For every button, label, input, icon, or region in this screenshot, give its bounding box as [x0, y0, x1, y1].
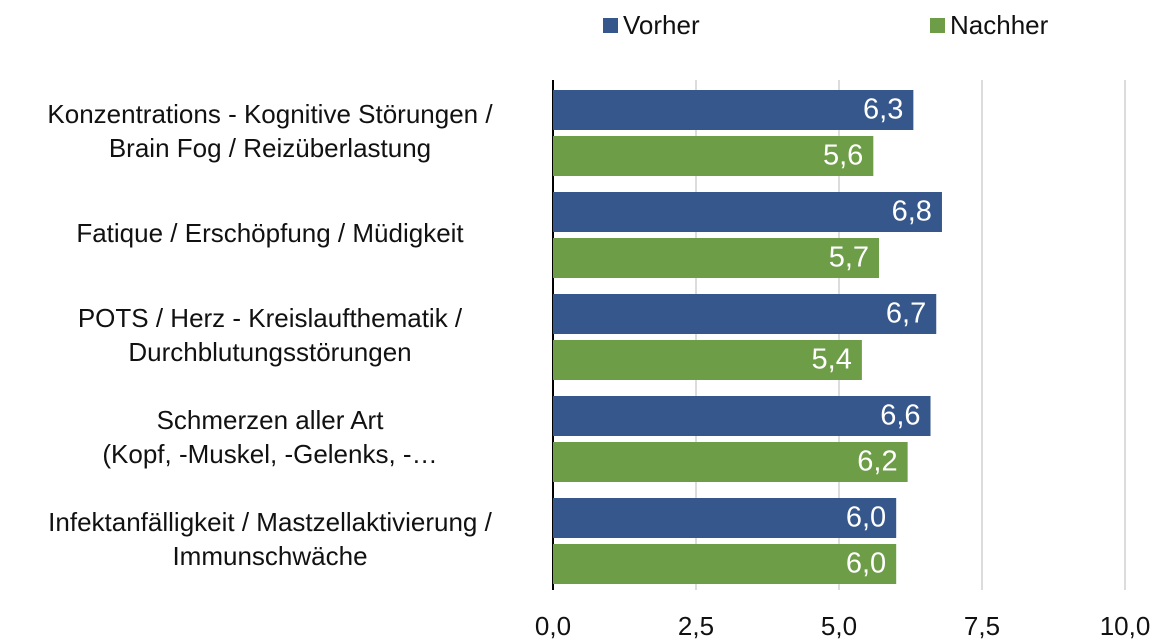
bar — [553, 192, 942, 232]
bar — [553, 90, 914, 130]
bar — [553, 442, 908, 482]
value-label: 5,6 — [823, 140, 863, 172]
y-tick-label: Durchblutungsstörungen — [128, 337, 411, 367]
bar — [553, 238, 880, 278]
legend-label: Nachher — [950, 10, 1049, 40]
value-label: 5,7 — [829, 242, 869, 274]
x-tick-label: 2,5 — [678, 611, 714, 640]
value-label: 6,0 — [846, 502, 886, 534]
y-tick-label: Fatique / Erschöpfung / Müdigkeit — [76, 218, 464, 248]
bar — [553, 544, 897, 584]
bar — [553, 498, 897, 538]
value-label: 6,0 — [846, 548, 886, 580]
legend-swatch — [930, 18, 945, 33]
y-tick-label: Schmerzen aller Art — [157, 405, 385, 435]
value-label: 5,4 — [812, 344, 852, 376]
y-tick-label: Immunschwäche — [172, 541, 367, 571]
value-label: 6,2 — [857, 446, 897, 478]
x-tick-label: 7,5 — [964, 611, 1000, 640]
y-tick-label: Brain Fog / Reizüberlastung — [109, 133, 431, 163]
y-tick-label: Infektanfälligkeit / Mastzellaktivierung… — [48, 507, 492, 537]
value-label: 6,3 — [863, 94, 903, 126]
bar — [553, 396, 931, 436]
y-tick-label: (Kopf, -Muskel, -Gelenks, -… — [102, 439, 437, 469]
x-tick-label: 5,0 — [821, 611, 857, 640]
value-label: 6,8 — [892, 196, 932, 228]
value-label: 6,7 — [886, 298, 926, 330]
y-tick-label: POTS / Herz - Kreislaufthematik / — [78, 303, 463, 333]
bar — [553, 294, 937, 334]
x-tick-label: 10,0 — [1100, 611, 1151, 640]
legend-label: Vorher — [623, 10, 700, 40]
legend-swatch — [603, 18, 618, 33]
bar — [553, 136, 874, 176]
value-label: 6,6 — [880, 400, 920, 432]
x-tick-label: 0,0 — [535, 611, 571, 640]
bar — [553, 340, 862, 380]
y-tick-label: Konzentrations - Kognitive Störungen / — [47, 99, 493, 129]
